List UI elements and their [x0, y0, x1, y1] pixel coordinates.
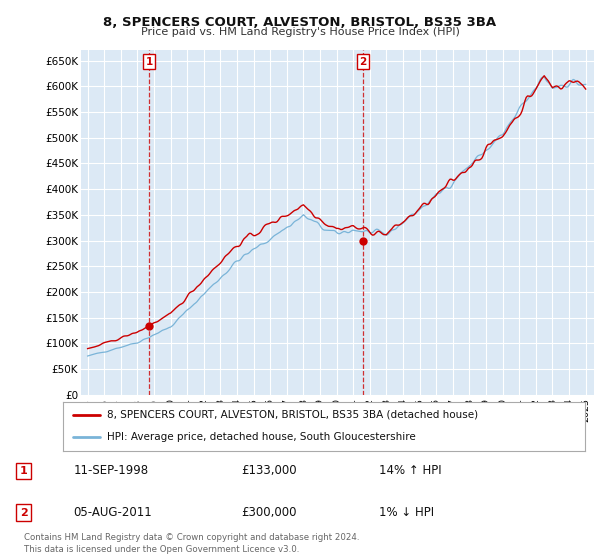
Text: Price paid vs. HM Land Registry's House Price Index (HPI): Price paid vs. HM Land Registry's House … — [140, 27, 460, 37]
Text: 1% ↓ HPI: 1% ↓ HPI — [379, 506, 434, 519]
Text: 2: 2 — [359, 57, 367, 67]
Text: £300,000: £300,000 — [241, 506, 297, 519]
Text: 14% ↑ HPI: 14% ↑ HPI — [379, 464, 442, 478]
Text: 11-SEP-1998: 11-SEP-1998 — [74, 464, 149, 478]
Text: 8, SPENCERS COURT, ALVESTON, BRISTOL, BS35 3BA: 8, SPENCERS COURT, ALVESTON, BRISTOL, BS… — [103, 16, 497, 29]
Text: 05-AUG-2011: 05-AUG-2011 — [74, 506, 152, 519]
Text: 8, SPENCERS COURT, ALVESTON, BRISTOL, BS35 3BA (detached house): 8, SPENCERS COURT, ALVESTON, BRISTOL, BS… — [107, 410, 478, 420]
Text: £133,000: £133,000 — [241, 464, 297, 478]
Text: HPI: Average price, detached house, South Gloucestershire: HPI: Average price, detached house, Sout… — [107, 432, 416, 442]
Text: 1: 1 — [145, 57, 152, 67]
Text: 1: 1 — [20, 466, 28, 476]
Text: Contains HM Land Registry data © Crown copyright and database right 2024.
This d: Contains HM Land Registry data © Crown c… — [24, 533, 359, 554]
Text: 2: 2 — [20, 507, 28, 517]
